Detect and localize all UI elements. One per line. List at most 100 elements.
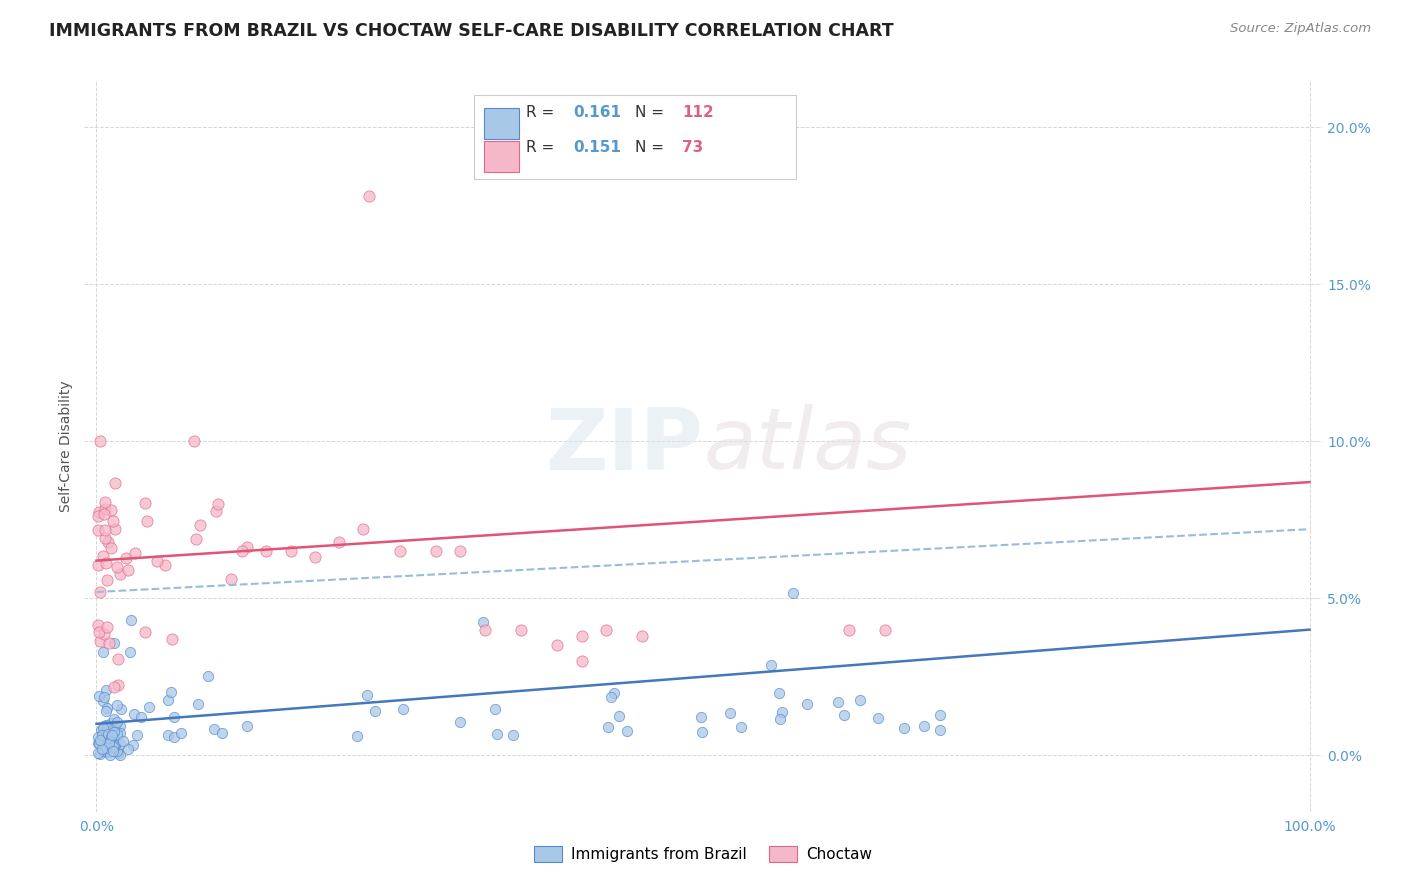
Point — [104, 522, 127, 536]
Point — [93, 523, 115, 537]
Point — [929, 707, 952, 722]
Point — [103, 712, 125, 726]
Point — [101, 728, 124, 742]
Point — [93, 743, 115, 757]
Point — [103, 739, 125, 754]
Point — [98, 735, 121, 749]
Point — [93, 690, 115, 704]
Text: atlas: atlas — [703, 404, 911, 488]
Point — [87, 730, 110, 744]
Point — [221, 572, 243, 586]
Point — [91, 741, 114, 756]
Point — [425, 544, 447, 558]
Point — [832, 708, 855, 723]
Point — [254, 544, 277, 558]
Point — [96, 704, 118, 718]
Point — [127, 728, 149, 742]
Point — [474, 623, 496, 637]
Point — [730, 720, 752, 734]
Point — [100, 503, 122, 517]
Point — [187, 697, 209, 711]
Point — [236, 719, 259, 733]
Text: Source: ZipAtlas.com: Source: ZipAtlas.com — [1230, 22, 1371, 36]
Point — [571, 629, 593, 643]
Point — [103, 725, 125, 739]
Point — [91, 645, 114, 659]
Point — [117, 563, 139, 577]
Point — [107, 746, 129, 760]
Text: 0.161: 0.161 — [574, 105, 621, 120]
Point — [449, 715, 471, 730]
Point — [571, 654, 593, 668]
Point — [94, 502, 117, 516]
Point — [197, 669, 219, 683]
Point — [87, 618, 110, 632]
Point — [89, 505, 111, 519]
Point — [91, 549, 114, 563]
Text: R =: R = — [526, 139, 560, 154]
Point — [359, 189, 381, 203]
Point — [104, 738, 127, 752]
Point — [160, 685, 183, 699]
Point — [97, 744, 120, 758]
Point — [96, 620, 118, 634]
Point — [89, 733, 111, 747]
Point — [236, 541, 259, 555]
Point — [205, 504, 228, 518]
Point — [107, 744, 129, 758]
Point — [101, 744, 124, 758]
Y-axis label: Self-Care Disability: Self-Care Disability — [59, 380, 73, 512]
Point — [89, 434, 111, 449]
Point — [838, 623, 860, 637]
Point — [90, 723, 112, 738]
Text: N =: N = — [636, 139, 669, 154]
Point — [87, 746, 110, 760]
Point — [231, 544, 253, 558]
Text: 0.151: 0.151 — [574, 139, 621, 154]
Point — [893, 721, 915, 735]
Point — [484, 702, 506, 716]
Point — [87, 523, 110, 537]
Point — [96, 701, 118, 715]
Point — [157, 728, 180, 742]
Point — [211, 726, 233, 740]
Point — [115, 551, 138, 566]
Point — [603, 686, 626, 700]
Point — [105, 698, 128, 712]
Point — [471, 615, 494, 630]
Point — [207, 497, 229, 511]
Point — [122, 738, 145, 752]
Text: N =: N = — [636, 105, 669, 120]
Point — [352, 522, 374, 536]
Point — [97, 745, 120, 759]
Point — [108, 737, 131, 751]
Point — [108, 747, 131, 762]
Point — [129, 710, 152, 724]
Point — [105, 715, 128, 730]
Point — [103, 739, 125, 753]
Point — [782, 586, 804, 600]
Point — [595, 623, 617, 637]
Point — [97, 726, 120, 740]
Point — [90, 742, 112, 756]
Point — [104, 717, 127, 731]
Point — [86, 509, 108, 524]
FancyBboxPatch shape — [474, 95, 796, 179]
Point — [912, 719, 935, 733]
Point — [690, 725, 713, 739]
Point — [616, 724, 638, 739]
Point — [111, 734, 134, 748]
Point — [86, 558, 108, 572]
Point — [93, 719, 115, 733]
Point — [607, 708, 630, 723]
Point — [364, 704, 387, 718]
Point — [93, 626, 115, 640]
Point — [110, 702, 132, 716]
Point — [170, 726, 193, 740]
Point — [100, 541, 122, 556]
Point — [107, 678, 129, 692]
Point — [827, 695, 849, 709]
Point — [769, 711, 792, 725]
Point — [796, 698, 818, 712]
Point — [110, 718, 132, 732]
